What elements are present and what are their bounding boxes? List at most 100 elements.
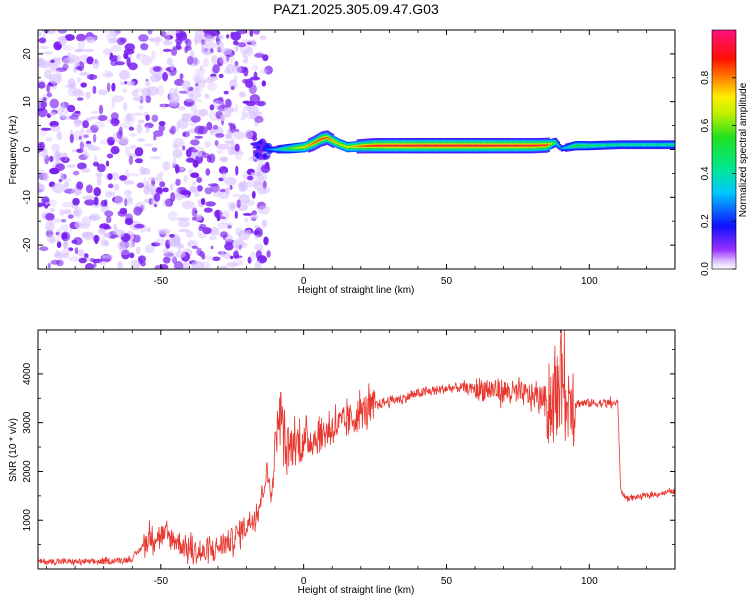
noise-blob <box>199 108 209 117</box>
noise-blob <box>150 74 161 83</box>
x-tick-label: 100 <box>581 576 598 587</box>
ridge-cell <box>583 145 586 147</box>
ridge-cell <box>353 146 356 148</box>
noise-blob <box>117 241 127 251</box>
noise-blob <box>127 173 140 177</box>
ridge-cell <box>462 145 465 147</box>
noise-blob <box>75 61 81 67</box>
noise-blob <box>251 39 257 47</box>
noise-blob <box>106 136 116 145</box>
ridge-cell <box>543 144 546 146</box>
ridge-cell <box>445 145 448 147</box>
noise-blob <box>253 30 260 35</box>
ridge-cell <box>599 144 602 146</box>
noise-blob <box>105 160 110 167</box>
noise-blob <box>93 196 99 206</box>
noise-blob <box>162 40 173 46</box>
noise-blob <box>68 256 81 262</box>
noise-blob <box>60 101 69 108</box>
ridge-cell <box>392 145 395 147</box>
noise-blob <box>181 114 192 122</box>
ridge-cell <box>485 145 488 147</box>
noise-blob <box>190 149 198 153</box>
ridge-cell <box>356 145 359 147</box>
noise-blob <box>211 54 218 65</box>
noise-blob <box>206 121 213 131</box>
noise-blob <box>123 102 128 112</box>
noise-blob <box>153 203 158 208</box>
noise-blob <box>212 64 220 74</box>
noise-blob <box>144 122 154 129</box>
ridge-cell <box>312 143 315 145</box>
noise-blob <box>228 205 237 213</box>
noise-blob <box>124 146 131 156</box>
noise-blob <box>76 181 84 190</box>
ridge-cell <box>359 145 362 147</box>
ridge-cell <box>496 145 499 147</box>
noise-blob <box>123 115 136 124</box>
noise-blob <box>57 30 68 34</box>
noise-blob <box>49 111 57 117</box>
noise-blob <box>128 133 138 137</box>
noise-blob <box>45 136 53 142</box>
ridge-cell <box>440 145 443 147</box>
ridge-cell <box>505 145 508 147</box>
ridge-cell <box>530 145 533 147</box>
noise-blob <box>145 114 150 121</box>
noise-blob <box>127 196 133 204</box>
ridge-cell <box>330 139 333 141</box>
noise-blob <box>82 120 89 129</box>
noise-blob <box>137 119 145 124</box>
noise-blob <box>231 137 234 148</box>
noise-blob <box>56 228 63 239</box>
noise-blob <box>162 198 172 208</box>
noise-blob <box>226 34 230 39</box>
noise-blob <box>151 147 158 152</box>
colorbar-tick-label: 0.8 <box>700 70 711 84</box>
ridge-cell <box>333 141 336 143</box>
ridge-cell <box>613 144 616 146</box>
y-tick-label: 1000 <box>22 509 33 532</box>
noise-blob <box>139 166 147 176</box>
noise-blob <box>42 97 47 102</box>
noise-blob <box>203 30 212 34</box>
noise-blob <box>38 202 43 208</box>
noise-blob <box>233 40 239 46</box>
noise-blob <box>196 176 203 183</box>
ridge-cell <box>509 145 512 147</box>
ridge-cell <box>670 144 673 146</box>
ridge-cell <box>450 145 453 147</box>
ridge-cell <box>569 146 572 148</box>
ridge-cell <box>649 144 652 146</box>
ridge-cell <box>492 145 495 147</box>
ridge-cell <box>265 149 268 150</box>
noise-blob <box>149 156 162 160</box>
ridge-cell <box>375 145 378 147</box>
noise-blob <box>143 177 147 188</box>
noise-blob <box>147 30 153 35</box>
noise-blob <box>253 180 264 190</box>
ridge-cell <box>345 146 348 148</box>
noise-blob <box>175 250 186 258</box>
ridge-cell <box>277 148 280 150</box>
noise-blob <box>244 217 249 223</box>
noise-blob <box>239 151 244 155</box>
y-tick-label: 2000 <box>22 460 33 483</box>
ridge-cell <box>479 145 482 147</box>
ridge-cell <box>666 144 669 146</box>
noise-blob <box>151 49 156 61</box>
ridge-cell <box>373 145 376 147</box>
snr-series-line <box>38 330 675 566</box>
ridge-cell <box>427 145 430 147</box>
noise-blob <box>181 200 195 210</box>
noise-blob <box>133 234 141 243</box>
ridge-cell <box>517 145 520 147</box>
noise-region <box>38 30 273 269</box>
noise-blob <box>67 214 74 219</box>
noise-blob <box>209 104 215 111</box>
ridge-cell <box>363 145 366 147</box>
noise-blob <box>184 97 198 103</box>
ridge-cell <box>592 145 595 147</box>
noise-blob <box>200 198 206 205</box>
snr-x-ticks: -50 0 50 100 <box>46 330 676 587</box>
